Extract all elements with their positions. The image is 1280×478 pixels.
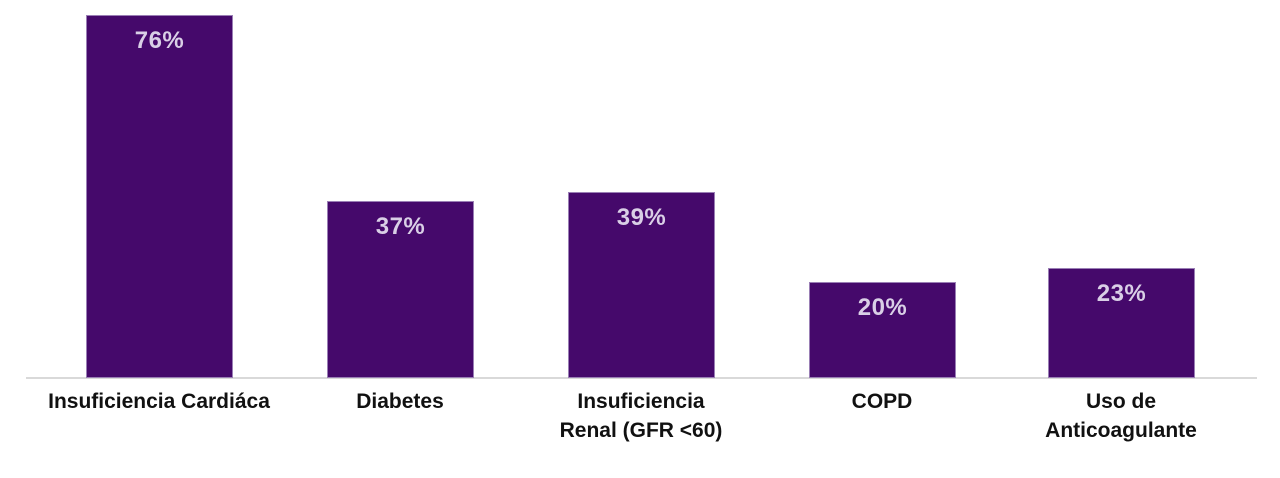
bar-value-label: 37% xyxy=(375,213,426,240)
x-axis-baseline xyxy=(26,377,1257,379)
category-label: Diabetes xyxy=(356,390,444,413)
bar-column-3: 39% xyxy=(568,192,715,378)
category-label: Insuficiencia Renal (GFR <60) xyxy=(559,390,723,442)
category-label: Insuficiencia Cardiáca xyxy=(48,390,270,413)
bar-column-2: 37% xyxy=(327,201,474,378)
bar-column-5: 23% xyxy=(1048,268,1195,378)
bar-column-1: 76% xyxy=(86,15,233,378)
bar-value-label: 20% xyxy=(857,294,908,321)
bar-value-label: 76% xyxy=(134,27,185,54)
category-label: Uso de Anticoagulante xyxy=(1045,390,1197,442)
category-label: COPD xyxy=(851,390,913,413)
bar-column-4: 20% xyxy=(809,282,956,378)
bar-value-label: 39% xyxy=(616,204,667,231)
bar-value-label: 23% xyxy=(1096,280,1147,307)
